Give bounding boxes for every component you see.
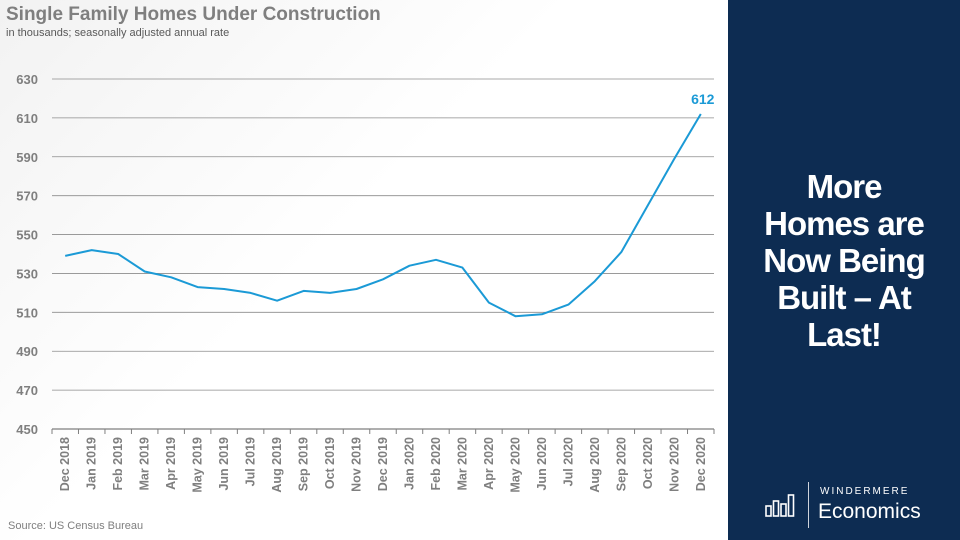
x-tick-label: Jun 2020 <box>535 437 549 491</box>
y-tick-label: 510 <box>16 305 38 320</box>
headline-line: Last! <box>807 316 882 353</box>
x-tick-label: Feb 2020 <box>429 437 443 491</box>
x-tick-label: Apr 2020 <box>482 437 496 490</box>
chart-source: Source: US Census Bureau <box>8 520 144 532</box>
x-tick-label: Dec 2020 <box>694 437 708 491</box>
data-label: 612 <box>691 91 715 107</box>
x-tick-label: Mar 2020 <box>455 437 469 491</box>
y-tick-label: 450 <box>16 422 38 437</box>
x-tick-label: Apr 2019 <box>164 437 178 490</box>
x-tick-label: Sep 2019 <box>297 437 311 491</box>
x-tick-label: Jun 2019 <box>217 437 231 491</box>
x-tick-label: Aug 2019 <box>270 437 284 493</box>
headline-line: Homes are <box>764 205 925 242</box>
chart-subtitle: in thousands; seasonally adjusted annual… <box>6 27 230 39</box>
headline: More Homes are Now Being Built – At Last… <box>728 168 960 353</box>
y-tick-label: 550 <box>16 228 38 243</box>
chart-panel: Single Family Homes Under Construction i… <box>0 0 728 540</box>
logo-divider <box>808 482 809 528</box>
x-tick-label: Nov 2019 <box>350 437 364 492</box>
x-tick-label: Dec 2019 <box>376 437 390 491</box>
x-tick-label: Feb 2019 <box>111 437 125 491</box>
bar-chart-icon <box>765 494 795 517</box>
headline-line: Built – At <box>777 279 912 316</box>
x-tick-label: Jul 2019 <box>244 437 258 486</box>
windermere-logo: WINDERMERE Economics <box>764 480 954 530</box>
line-chart: 450 470 490 510 530 550 570 590 610 630 Dec 2018 Ja… <box>16 72 715 493</box>
y-tick-label: 470 <box>16 383 38 398</box>
y-tick-label: 610 <box>16 111 38 126</box>
y-tick-label: 630 <box>16 72 38 87</box>
y-tick-label: 490 <box>16 344 38 359</box>
x-tick-label: Oct 2019 <box>323 437 337 489</box>
x-tick-label: Dec 2018 <box>58 437 72 491</box>
sidebar-panel: More Homes are Now Being Built – At Last… <box>728 0 960 540</box>
y-tick-label: 570 <box>16 189 38 204</box>
y-tick-label: 530 <box>16 266 38 281</box>
logo-brand: WINDERMERE <box>820 486 910 497</box>
x-tick-label: Aug 2020 <box>588 437 602 493</box>
x-tick-label: Sep 2020 <box>614 437 628 491</box>
x-tick-label: Jan 2020 <box>402 437 416 490</box>
chart-title: Single Family Homes Under Construction <box>6 4 381 25</box>
y-tick-label: 590 <box>16 150 38 165</box>
x-tick-label: Jul 2020 <box>561 437 575 486</box>
x-tick-label: Jan 2019 <box>85 437 99 490</box>
x-tick-label: Nov 2020 <box>667 437 681 492</box>
x-tick-label: Oct 2020 <box>641 437 655 489</box>
headline-line: More <box>806 168 883 205</box>
logo-product: Economics <box>818 500 921 523</box>
x-tick-label: May 2019 <box>191 437 205 493</box>
x-tick-label: May 2020 <box>508 437 522 493</box>
x-tick-label: Mar 2019 <box>138 437 152 491</box>
series-line <box>64 113 702 318</box>
headline-line: Now Being <box>763 242 926 279</box>
